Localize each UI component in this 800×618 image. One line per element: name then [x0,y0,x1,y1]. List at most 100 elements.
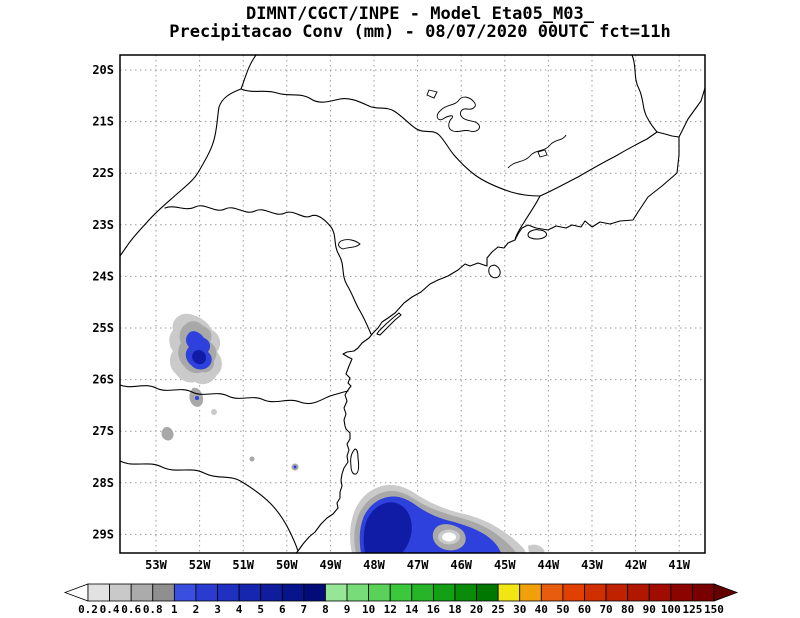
santa-catarina-island [350,448,360,475]
colorbar-tick-label: 18 [448,603,461,616]
colorbar-segment [540,583,564,602]
state-border-mg-rj [539,131,658,197]
state-border-rj-es [656,131,680,138]
colorbar-tick-label: 100 [661,603,681,616]
lat-tick-label: 24S [92,269,114,283]
lon-tick-label: 51W [232,558,254,572]
ilha-comprida-island [376,312,402,336]
state-border-parana-river [119,54,257,257]
small-reservoir [426,89,438,99]
colorbar-segment [260,583,283,602]
lat-tick-label: 29S [92,527,114,541]
lat-tick-label: 28S [92,476,114,490]
ilha-grande-island [527,229,547,240]
colorbar-segment [411,583,434,602]
colorbar-tick-label: 5 [257,603,264,616]
colorbar-tick-label: 0.8 [143,603,163,616]
colorbar-segment [562,583,585,602]
colorbar-tick-label: 7 [301,603,308,616]
lon-tick-label: 44W [538,558,560,572]
lat-tick-label: 22S [92,166,114,180]
colorbar-tick-label: 30 [513,603,526,616]
state-border-sc-rs [119,460,299,552]
colorbar-segment [217,583,240,602]
colorbar-segment [432,583,456,602]
precip-west-tail-dot [195,396,199,400]
colorbar-segment [195,583,218,602]
colorbar-segment [173,583,197,602]
precip-speck [211,409,217,415]
colorbar-segment [519,583,542,602]
colorbar-tick-label: 20 [470,603,483,616]
colorbar-tick-label: 12 [384,603,397,616]
state-border-mg-es [631,54,658,133]
lat-tick-label: 23S [92,218,114,232]
colorbar-segment [627,583,650,602]
plot-title-line2: Precipitacao Conv (mm) - 08/07/2020 00UT… [169,22,671,42]
precip-speck-core [293,465,297,469]
state-border-pr-sc [119,384,349,405]
colorbar-segment [238,583,262,602]
colorbar-segment [152,583,175,602]
colorbar-tick-label: 10 [362,603,375,616]
lon-tick-label: 47W [407,558,429,572]
colorbar-tick-label: 14 [405,603,419,616]
colorbar-tick-label: 3 [214,603,221,616]
colorbar-tick-label: 4 [236,603,243,616]
colorbar-segment [303,583,326,602]
colorbar-segment [325,583,348,602]
colorbar-tick-label: 150 [704,603,724,616]
colorbar-tick-label: 0.6 [121,603,141,616]
colorbar-segment [346,583,370,602]
colorbar-tick-label: 0.2 [78,603,98,616]
precip-speck [249,456,255,462]
plot-title-line1: DIMNT/CGCT/INPE - Model Eta05_M03_ [246,4,595,24]
colorbar-tick-label: 8 [322,603,329,616]
precip-hole-center [442,532,456,542]
precipitation-shading [161,313,545,553]
grid-layer [120,55,705,553]
precip-coastal-dark-core [363,502,412,553]
lat-tick-label: 20S [92,63,114,77]
colorbar-tick-label: 6 [279,603,286,616]
colorbar-tick-label: 70 [599,603,612,616]
colorbar-tick-label: 40 [535,603,548,616]
colorbar-segment [692,583,715,602]
colorbar-segment [87,583,110,602]
lon-tick-label: 43W [581,558,603,572]
precip-west-dark-core [192,349,206,365]
colorbar-segment [130,583,154,602]
state-border-mg-sp [240,88,541,197]
colorbar-tick-label: 16 [427,603,441,616]
colorbar-segment [389,583,413,602]
colorbar-segment [368,583,391,602]
colorbar-tick-label: 60 [578,603,591,616]
lon-tick-label: 45W [494,558,516,572]
lat-tick-label: 26S [92,373,114,387]
axis-labels: 20S 21S 22S 23S 24S 25S 26S 27S 28S 29S 53W 52W 51W 5… [92,63,690,572]
colorbar-segment [281,583,305,602]
colorbar-tick-label: 90 [643,603,656,616]
river-meander [507,134,567,169]
colorbar-segment [476,583,499,602]
precip-speck [161,427,174,441]
tiny-lake [537,149,548,158]
colorbar: 0.2 0.4 0.6 0.8 1 2 3 4 5 6 7 8 9 10 12 14 16 18 20 25 30 40 5… [63,583,739,616]
furnas-reservoir [436,96,480,133]
colorbar-tick-label: 1 [171,603,178,616]
ilhabela-island [488,264,501,279]
state-border-sp-rj [514,195,541,241]
colorbar-segment [497,583,521,602]
colorbar-tick-label: 9 [344,603,351,616]
lon-tick-label: 49W [320,558,342,572]
lon-tick-label: 52W [189,558,211,572]
colorbar-tick-label: 80 [621,603,634,616]
colorbar-tick-label: 2 [193,603,200,616]
lon-tick-label: 50W [276,558,298,572]
lon-tick-label: 53W [145,558,167,572]
lon-tick-label: 46W [450,558,472,572]
map-boundaries [119,54,706,554]
colorbar-right-arrow [713,583,739,602]
